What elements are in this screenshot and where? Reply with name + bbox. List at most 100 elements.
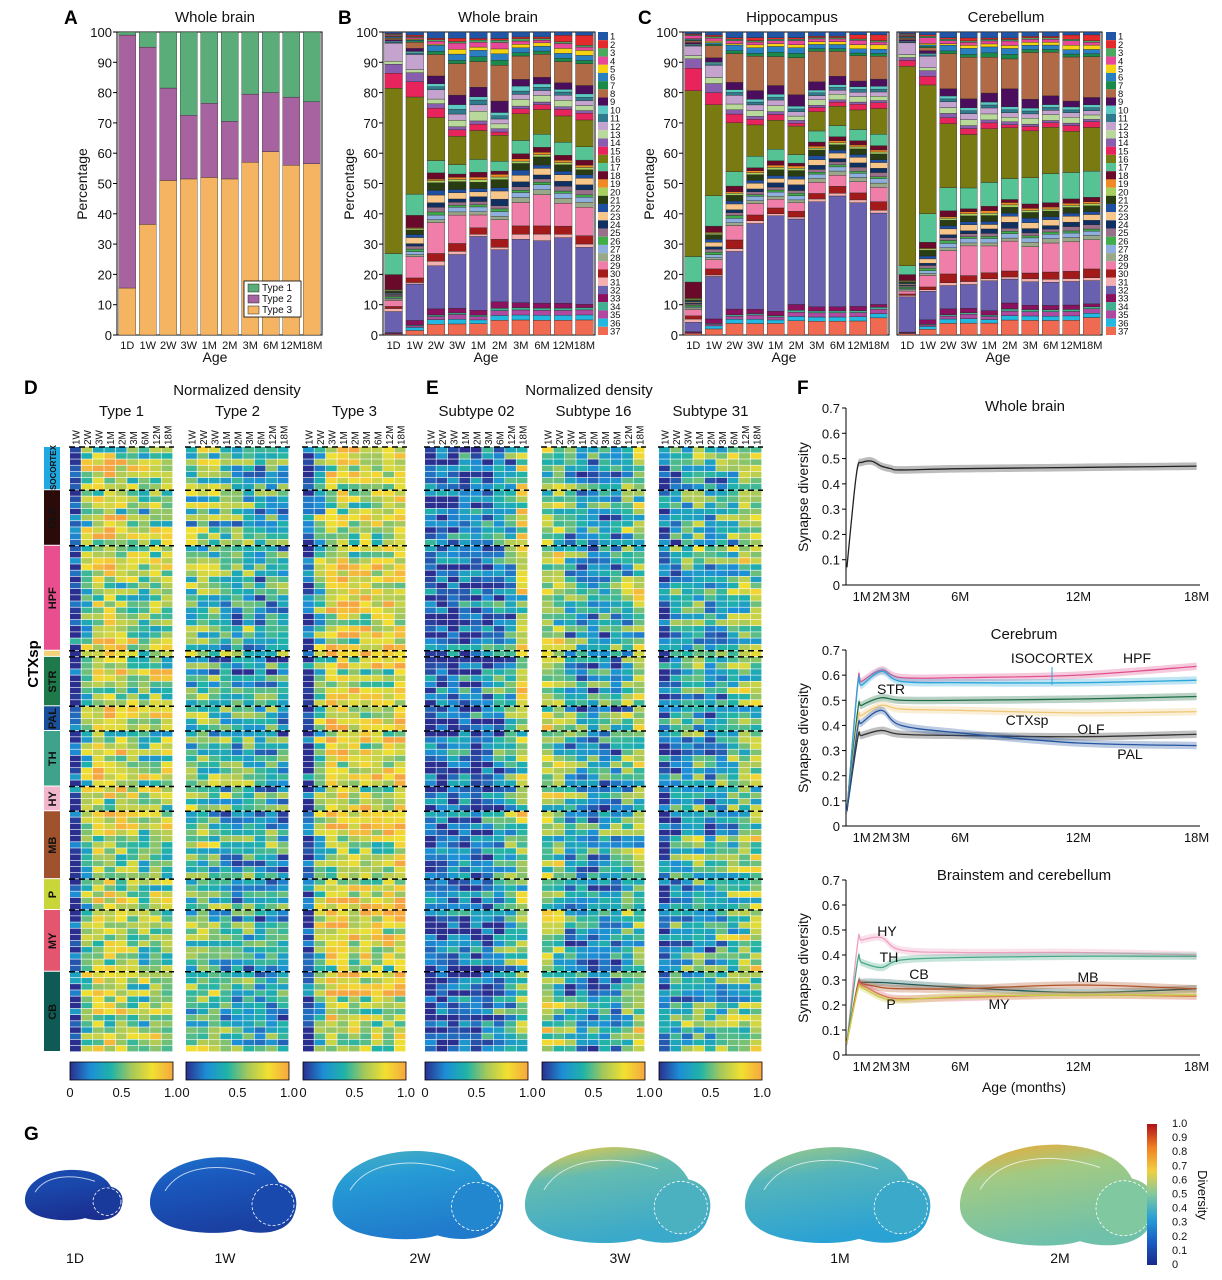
- heatmap-cell: [197, 558, 209, 564]
- bar-segment: [405, 237, 424, 244]
- bar-segment: [490, 131, 509, 136]
- bar-segment: [746, 47, 764, 54]
- heatmap-cell: [220, 934, 232, 941]
- heatmap-cell: [394, 953, 406, 959]
- heatmap-cell: [161, 910, 173, 916]
- heatmap-cell: [254, 588, 266, 595]
- heatmap-cell: [150, 761, 161, 768]
- heatmap-cell: [314, 1027, 326, 1033]
- heatmap-cell: [436, 564, 448, 570]
- heatmap-cell: [186, 947, 197, 953]
- heatmap-cell: [70, 774, 81, 780]
- heatmap-cell: [231, 780, 243, 786]
- heatmap-cell: [482, 953, 494, 959]
- bar-segment: [575, 194, 594, 198]
- legend-label: 4: [610, 56, 615, 67]
- heatmap-cell: [186, 496, 197, 502]
- legend-label: 22: [610, 204, 621, 215]
- heatmap-cell: [394, 582, 406, 589]
- bar-segment: [725, 113, 744, 123]
- heatmap-cell: [314, 885, 326, 891]
- heatmap-cell: [493, 879, 505, 885]
- heatmap-cell: [81, 632, 93, 638]
- heatmap-cell: [348, 835, 360, 842]
- bar-segment: [575, 304, 594, 308]
- heatmap-cell: [266, 527, 277, 533]
- colorbar-tick-label: 1.0: [397, 1085, 415, 1100]
- heatmap-cell: [208, 872, 220, 879]
- bar-segment: [532, 45, 552, 52]
- bar-segment: [1001, 37, 1019, 40]
- heatmap-cell: [459, 558, 471, 564]
- heatmap-cell: [348, 496, 360, 502]
- heatmap-cell: [127, 477, 139, 484]
- heatmap-cell: [303, 1045, 314, 1052]
- heatmap-cell: [231, 891, 243, 898]
- bar-segment: [469, 87, 488, 98]
- heatmap-cell: [447, 551, 459, 558]
- heatmap-cell: [425, 582, 436, 589]
- heatmap-cell: [231, 1021, 243, 1027]
- heatmap-cell: [470, 601, 482, 607]
- y-tick-label: 20: [664, 267, 678, 282]
- bar-segment: [1062, 205, 1080, 208]
- heatmap-cell: [220, 842, 232, 848]
- bar-segment: [869, 96, 888, 101]
- heatmap-cell: [337, 465, 349, 472]
- heatmap-cell: [493, 453, 505, 459]
- heatmap-cell: [371, 490, 383, 496]
- heatmap-cell: [208, 718, 220, 725]
- heatmap-cell: [81, 588, 93, 595]
- heatmap-cell: [371, 940, 383, 947]
- heatmap-cell: [425, 477, 436, 484]
- heatmap-cell: [447, 576, 459, 583]
- heatmap-cell: [337, 619, 349, 626]
- heatmap-cell: [266, 910, 277, 916]
- heatmap-cell: [459, 817, 471, 823]
- heatmap-cell: [220, 459, 232, 465]
- heatmap-cell: [127, 829, 139, 836]
- legend-label: 27: [610, 245, 621, 256]
- heatmap-cell: [186, 453, 197, 459]
- heatmap-cell: [161, 502, 173, 509]
- heatmap-cell: [266, 823, 277, 830]
- heatmap-cell: [138, 706, 150, 712]
- heatmap-cell: [303, 650, 314, 657]
- heatmap-cell: [231, 959, 243, 965]
- y-tick-label: 40: [98, 207, 112, 222]
- heatmap-cell: [161, 786, 173, 793]
- heatmap-cell: [115, 663, 127, 669]
- bar-segment: [1042, 39, 1060, 43]
- heatmap-cell: [425, 484, 436, 490]
- heatmap-cell: [493, 823, 505, 830]
- heatmap-cell: [371, 1014, 383, 1021]
- bar-segment: [221, 121, 239, 180]
- heatmap-cell: [138, 755, 150, 762]
- bar-segment: [511, 186, 530, 191]
- heatmap-cell: [220, 928, 232, 935]
- heatmap-cell: [208, 743, 220, 749]
- heatmap-cell: [394, 842, 406, 848]
- x-tick-label: 1D: [686, 340, 700, 352]
- heatmap-cell: [243, 650, 255, 657]
- heatmap-cell: [470, 669, 482, 675]
- bar-segment: [1062, 106, 1080, 111]
- heatmap-cell: [138, 490, 150, 496]
- heatmap-cell: [459, 484, 471, 490]
- heatmap-cell: [436, 823, 448, 830]
- bar-segment: [532, 50, 552, 55]
- heatmap-cell: [516, 835, 528, 842]
- bar-segment: [1062, 203, 1080, 206]
- y-tick-label: 70: [664, 116, 678, 131]
- bar-segment: [384, 295, 403, 297]
- bar-segment: [684, 42, 703, 45]
- bar-segment: [554, 237, 573, 304]
- heatmap-cell: [360, 564, 372, 570]
- bar-segment: [980, 238, 998, 244]
- heatmap-cell: [360, 872, 372, 879]
- heatmap-cell: [138, 977, 150, 984]
- bar-segment: [1021, 235, 1039, 239]
- bar-segment: [960, 221, 978, 225]
- heatmap-cell: [436, 965, 448, 972]
- heatmap-cell: [231, 644, 243, 651]
